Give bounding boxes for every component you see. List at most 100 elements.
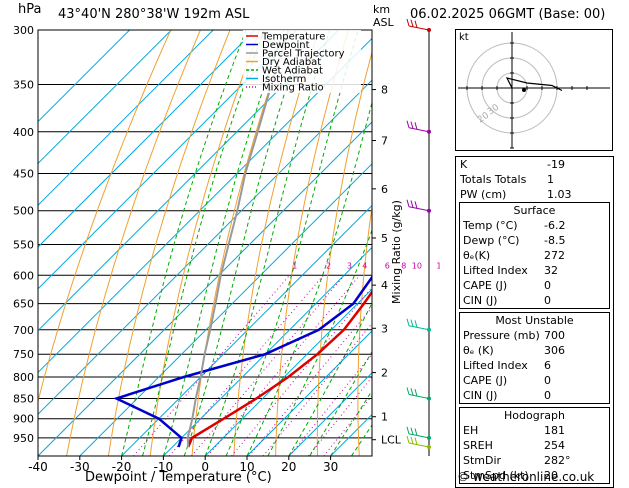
km-tick-label: 2	[381, 367, 388, 380]
barb-feather	[406, 318, 410, 326]
dry-adiabat-line	[107, 30, 231, 456]
km-tick-label: 1	[381, 411, 388, 424]
km-tick-label: LCL	[381, 434, 402, 447]
barb-shaft	[408, 25, 430, 31]
table-row: Dewp (°C) -8.5	[460, 233, 609, 248]
x-tick-label: 30	[323, 460, 338, 474]
mixing-ratio-line	[191, 274, 345, 456]
dry-adiabat-line	[357, 203, 372, 456]
isotherm-line	[246, 330, 372, 456]
hodograph-title: Hodograph	[504, 409, 565, 422]
barb-feather	[410, 19, 414, 27]
skewt-chart: 3003504004505005506006507007508008509009…	[13, 24, 440, 474]
pressure-unit: hPa	[18, 2, 42, 17]
row-label: StmDir	[463, 454, 502, 467]
table-row: PW (cm) 1.03	[456, 187, 613, 202]
row-value: 20	[544, 469, 558, 482]
barb-feather	[414, 20, 418, 28]
mixing-ratio-label: 2	[326, 261, 331, 270]
row-label: Totals Totals	[460, 173, 527, 186]
y-tick-label: 400	[13, 126, 34, 139]
series-temperature	[187, 289, 372, 448]
wet-adiabat-line	[330, 389, 372, 456]
table-row: Totals Totals 1	[456, 172, 613, 187]
barb-feather	[406, 426, 410, 434]
isotherm-line	[38, 30, 130, 123]
table-row: Pressure (mb) 700	[460, 328, 609, 343]
barb-shaft	[408, 206, 430, 212]
wet-adiabat-line	[246, 100, 372, 456]
barb-feather	[410, 436, 414, 444]
row-value: 0	[544, 389, 551, 402]
mixing-ratio-label: 10	[412, 261, 422, 270]
wet-adiabat-line	[121, 30, 247, 456]
x-axis-label: Dewpoint / Temperature (°C)	[85, 470, 272, 485]
table-row: CAPE (J) 0	[460, 278, 609, 293]
table-row: StmDir 282°	[460, 453, 609, 468]
table-row: K -19	[456, 157, 613, 172]
barb-shaft	[408, 442, 430, 448]
legend-label: Wet Adiabat	[262, 66, 323, 77]
surface-title: Surface	[513, 204, 556, 217]
surface-section: Surface Temp (°C) -6.2 Dewp (°C) -8.5 θₑ(K) 2…	[459, 202, 610, 309]
x-tick-label: 20	[281, 460, 296, 474]
y-tick-label: 600	[13, 269, 34, 282]
dry-adiabat-line	[38, 30, 172, 404]
barb-feather	[410, 319, 414, 327]
mixing-ratio-line	[168, 274, 324, 456]
hodograph-trace	[505, 77, 563, 92]
height-unit-km: km	[373, 3, 391, 16]
y-tick-label: 500	[13, 205, 34, 218]
dry-adiabat-line	[275, 30, 349, 456]
wet-adiabat-line	[162, 30, 285, 456]
wet-adiabat-line	[309, 350, 372, 456]
barb-feather	[414, 388, 418, 397]
wind-barbs	[406, 18, 431, 456]
legend-label: Mixing Ratio	[262, 83, 324, 94]
mixing-ratio-axis-label: Mixing Ratio (g/kg)	[378, 148, 403, 304]
row-value: 306	[544, 344, 565, 357]
x-tick-label: -20	[112, 460, 132, 474]
series-parcel-trajectory	[186, 30, 290, 448]
legend-label: Isotherm	[262, 74, 306, 85]
x-tick-label: -30	[70, 460, 90, 474]
y-tick-label: 300	[13, 24, 34, 37]
km-tick-label: 3	[381, 322, 388, 335]
dry-adiabat-line	[149, 30, 261, 456]
table-row: SREH 254	[460, 438, 609, 453]
barb-shaft	[408, 433, 430, 439]
barb-feather	[410, 200, 414, 208]
barb-feather	[414, 428, 418, 436]
y-tick-label: 700	[13, 324, 34, 337]
row-label: CAPE (J)	[463, 279, 508, 292]
row-label: SREH	[463, 439, 493, 452]
row-value: -8.5	[544, 234, 566, 247]
row-value: 6	[544, 359, 551, 372]
table-row: CIN (J) 0	[460, 388, 609, 403]
barb-feather	[406, 120, 410, 128]
row-value: -19	[547, 158, 565, 171]
barb-shaft	[408, 127, 430, 133]
y-tick-label: 350	[13, 79, 34, 92]
mixing-ratio-label: 6	[385, 261, 390, 270]
row-value: 0	[544, 279, 551, 292]
barb-feather	[410, 427, 414, 435]
row-label: CAPE (J)	[463, 374, 508, 387]
row-label: PW (cm)	[460, 188, 507, 201]
row-value: 700	[544, 329, 565, 342]
isotherm-line	[38, 37, 372, 374]
row-value: 0	[544, 294, 551, 307]
isotherm-line	[121, 204, 372, 456]
row-value: 282°	[544, 454, 571, 467]
wet-adiabat-line	[267, 228, 372, 456]
dry-adiabat-line	[316, 50, 372, 456]
storm-motion-marker	[522, 88, 526, 92]
table-row: CIN (J) 0	[460, 293, 609, 308]
legend-label: Dewpoint	[262, 40, 310, 51]
km-tick-label: 7	[381, 135, 388, 148]
mixing-ratio-label: 3	[347, 261, 352, 270]
legend-label: Parcel Trajectory	[262, 49, 345, 60]
isotherm-line	[38, 30, 172, 165]
y-tick-label: 850	[13, 392, 34, 405]
